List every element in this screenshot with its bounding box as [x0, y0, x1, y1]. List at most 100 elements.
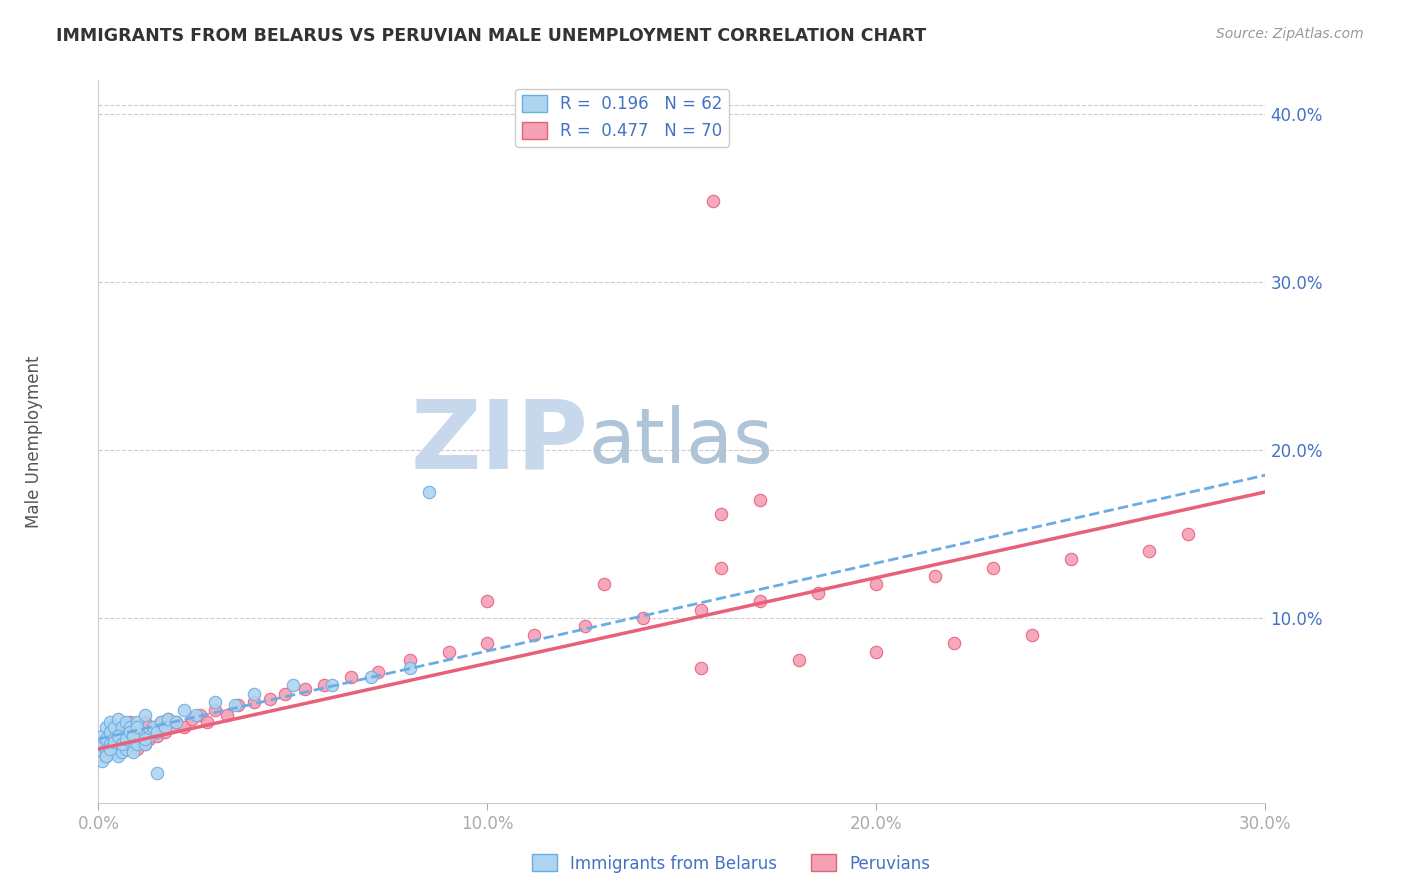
Point	[523, 628, 546, 642]
Point	[477, 594, 499, 608]
Point	[129, 729, 152, 743]
Point	[96, 731, 118, 746]
Point	[153, 720, 176, 734]
Point	[165, 715, 187, 730]
Point	[96, 731, 118, 746]
Point	[98, 715, 121, 730]
Point	[631, 611, 654, 625]
Point	[98, 745, 121, 759]
Point	[195, 715, 218, 730]
Point	[114, 742, 136, 756]
Point	[134, 731, 156, 746]
Point	[114, 742, 136, 756]
Point	[107, 745, 129, 759]
Text: IMMIGRANTS FROM BELARUS VS PERUVIAN MALE UNEMPLOYMENT CORRELATION CHART: IMMIGRANTS FROM BELARUS VS PERUVIAN MALE…	[56, 27, 927, 45]
Point	[111, 737, 134, 751]
Point	[188, 708, 211, 723]
Point	[107, 729, 129, 743]
Point	[91, 754, 114, 768]
Point	[142, 720, 165, 734]
Point	[122, 745, 145, 759]
Point	[134, 715, 156, 730]
Point	[398, 653, 420, 667]
Point	[981, 560, 1004, 574]
Point	[91, 737, 114, 751]
Point	[127, 742, 149, 756]
Point	[312, 678, 335, 692]
Point	[865, 644, 887, 658]
Point	[1137, 543, 1160, 558]
Point	[118, 720, 141, 734]
Point	[149, 715, 172, 730]
Point	[204, 703, 226, 717]
Point	[98, 725, 121, 739]
Point	[127, 720, 149, 734]
Point	[748, 594, 770, 608]
Point	[111, 745, 134, 759]
Point	[173, 720, 195, 734]
Point	[162, 720, 184, 734]
Point	[111, 731, 134, 746]
Point	[224, 698, 246, 713]
Point	[865, 577, 887, 591]
Point	[122, 720, 145, 734]
Point	[134, 737, 156, 751]
Point	[710, 560, 733, 574]
Point	[118, 725, 141, 739]
Point	[96, 720, 118, 734]
Point	[118, 715, 141, 730]
Point	[243, 687, 266, 701]
Point	[98, 742, 121, 756]
Point	[103, 731, 125, 746]
Point	[787, 653, 810, 667]
Point	[91, 729, 114, 743]
Point	[281, 678, 304, 692]
Point	[398, 661, 420, 675]
Point	[146, 729, 169, 743]
Point	[103, 720, 125, 734]
Text: ZIP: ZIP	[411, 395, 589, 488]
Point	[142, 720, 165, 734]
Point	[748, 493, 770, 508]
Point	[243, 695, 266, 709]
Point	[118, 731, 141, 746]
Point	[184, 708, 207, 723]
Legend: R =  0.196   N = 62, R =  0.477   N = 70: R = 0.196 N = 62, R = 0.477 N = 70	[515, 88, 730, 146]
Point	[437, 644, 460, 658]
Point	[103, 720, 125, 734]
Point	[710, 507, 733, 521]
Point	[690, 661, 713, 675]
Point	[149, 715, 172, 730]
Legend: Immigrants from Belarus, Peruvians: Immigrants from Belarus, Peruvians	[526, 847, 936, 880]
Point	[122, 737, 145, 751]
Point	[107, 712, 129, 726]
Point	[477, 636, 499, 650]
Point	[107, 737, 129, 751]
Point	[274, 687, 297, 701]
Point	[96, 745, 118, 759]
Point	[98, 737, 121, 751]
Point	[118, 737, 141, 751]
Point	[134, 708, 156, 723]
Point	[127, 715, 149, 730]
Point	[807, 586, 830, 600]
Text: Source: ZipAtlas.com: Source: ZipAtlas.com	[1216, 27, 1364, 41]
Point	[360, 670, 382, 684]
Point	[1177, 527, 1199, 541]
Point	[294, 681, 316, 696]
Point	[134, 737, 156, 751]
Point	[96, 742, 118, 756]
Point	[107, 729, 129, 743]
Point	[129, 729, 152, 743]
Point	[96, 748, 118, 763]
Point	[138, 731, 160, 746]
Text: Male Unemployment: Male Unemployment	[25, 355, 44, 528]
Point	[340, 670, 363, 684]
Point	[146, 765, 169, 780]
Point	[165, 715, 187, 730]
Point	[103, 735, 125, 749]
Point	[127, 737, 149, 751]
Text: atlas: atlas	[589, 405, 773, 478]
Point	[418, 485, 440, 500]
Point	[146, 725, 169, 739]
